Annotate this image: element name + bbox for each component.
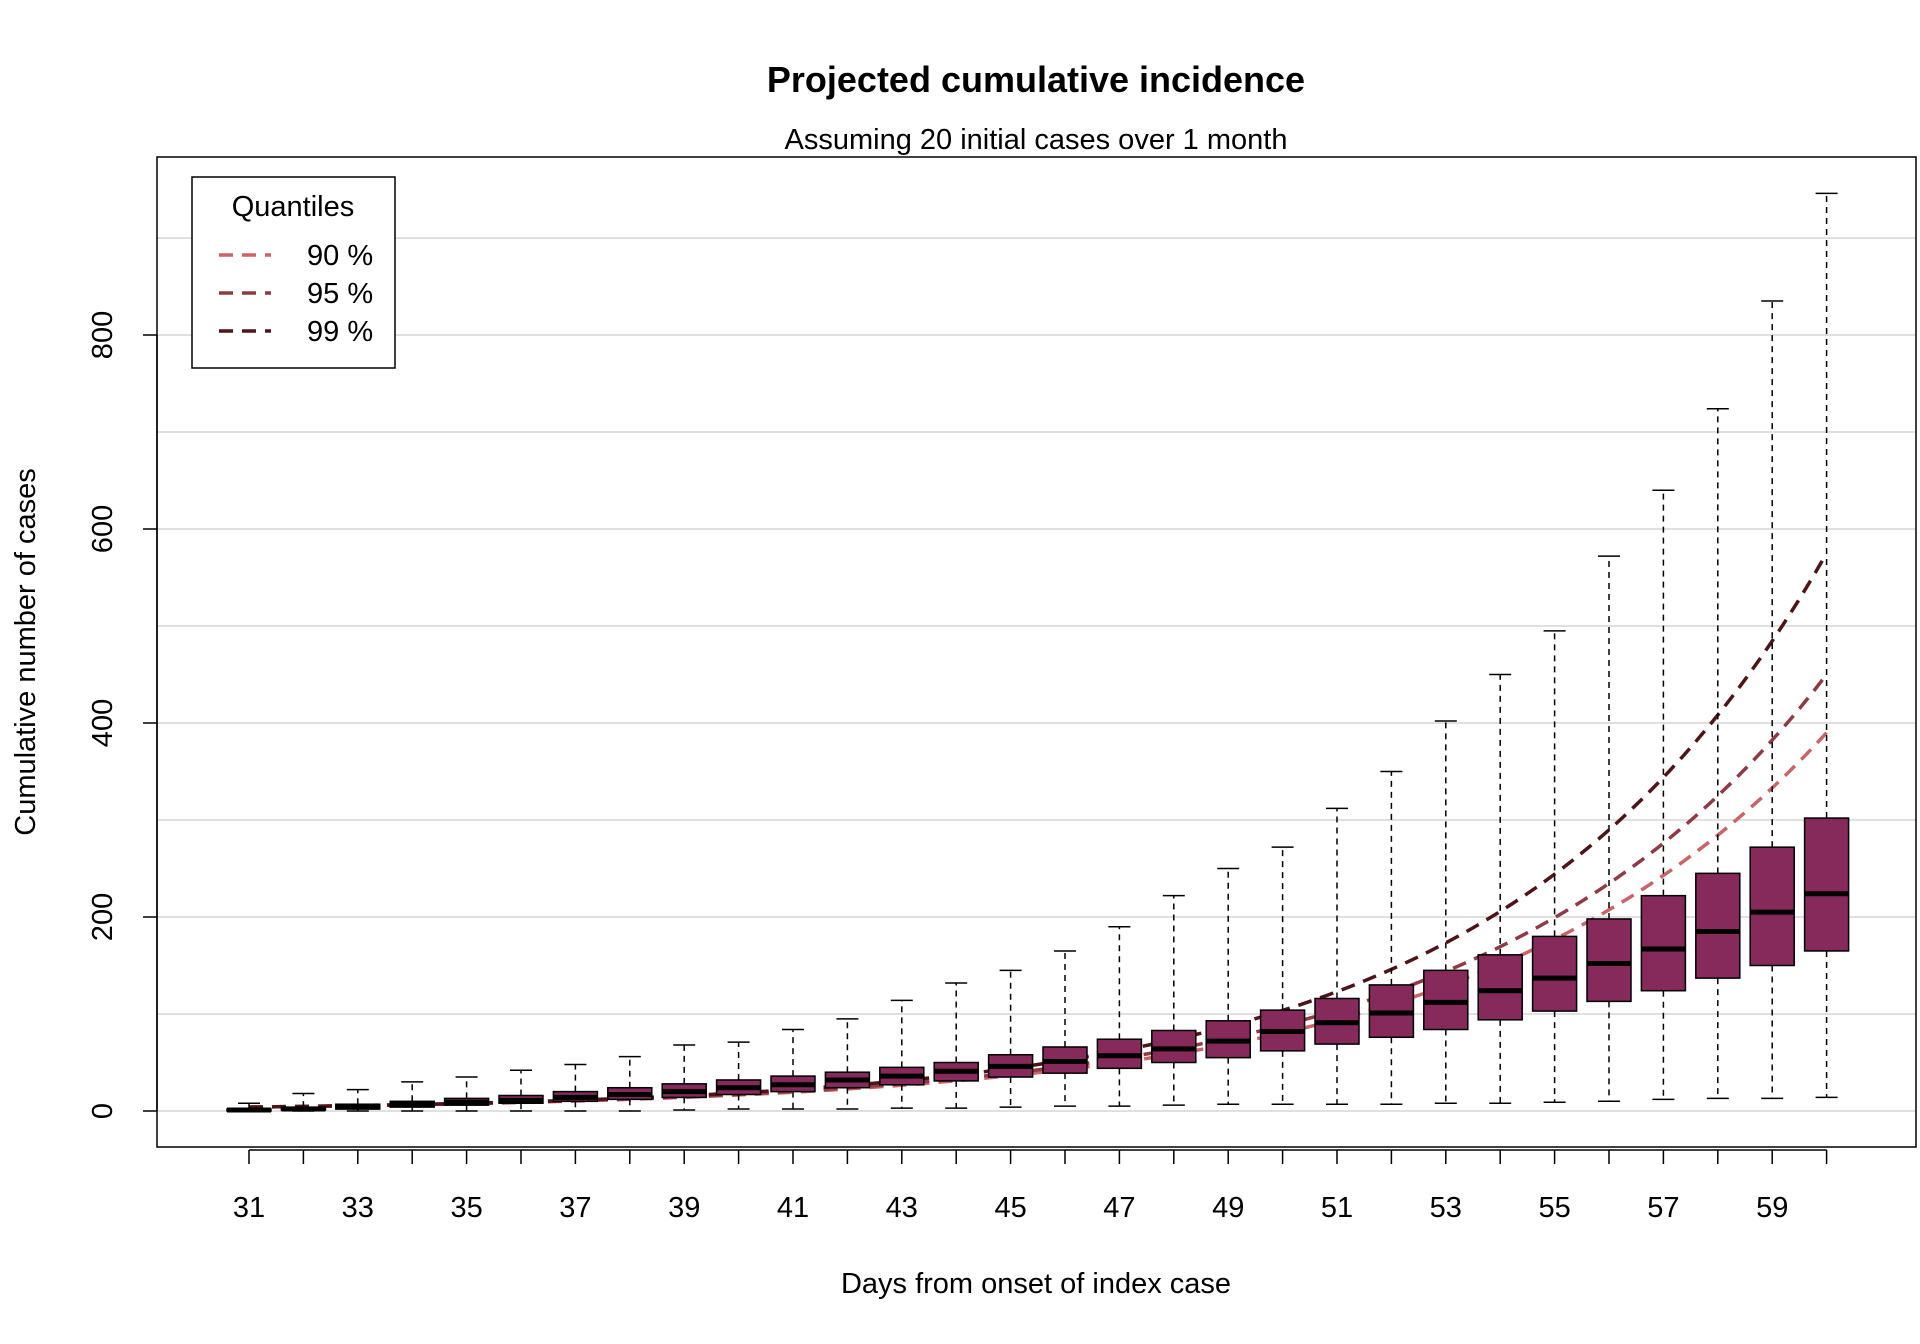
boxplot bbox=[824, 1018, 871, 1110]
box bbox=[1640, 894, 1687, 992]
plot-frame bbox=[156, 156, 1917, 1148]
x-axis: 31 33 35 37 39 41 43 45 47 49 51 53 55 57 59 bbox=[233, 1149, 1828, 1224]
x-tick-label: 43 bbox=[886, 1192, 918, 1224]
legend-label: 95 % bbox=[307, 278, 373, 310]
chart-subtitle: Assuming 20 initial cases over 1 month bbox=[785, 124, 1288, 156]
gridlines bbox=[157, 237, 1916, 1112]
y-tick-label: 800 bbox=[87, 311, 119, 359]
x-tick-label: 41 bbox=[777, 1192, 809, 1224]
y-axis: 0 200 400 600 800 bbox=[87, 311, 158, 1119]
boxplot bbox=[607, 1055, 653, 1112]
legend: Quantiles 90 % 95 % 99 % bbox=[191, 176, 396, 369]
legend-title: Quantiles bbox=[232, 191, 355, 223]
box bbox=[1749, 846, 1795, 967]
boxplot bbox=[661, 1044, 707, 1111]
boxplot bbox=[335, 1088, 381, 1112]
boxplot bbox=[1259, 846, 1306, 1105]
boxplot bbox=[987, 969, 1034, 1108]
quantile-line bbox=[248, 552, 1829, 1109]
x-tick-label: 57 bbox=[1647, 1192, 1679, 1224]
boxplot bbox=[1640, 489, 1687, 1101]
x-tick-label: 47 bbox=[1103, 1192, 1135, 1224]
x-tick-label: 45 bbox=[994, 1192, 1026, 1224]
boxplot bbox=[933, 982, 979, 1109]
boxplot bbox=[1695, 407, 1741, 1100]
boxplot bbox=[1205, 867, 1251, 1105]
x-tick-label: 59 bbox=[1756, 1192, 1788, 1224]
box bbox=[1586, 918, 1632, 1003]
y-tick-label: 400 bbox=[87, 699, 119, 747]
box bbox=[1477, 954, 1523, 1021]
y-tick-label: 200 bbox=[87, 893, 119, 941]
boxplot bbox=[1803, 192, 1850, 1099]
boxplot bbox=[1531, 630, 1578, 1104]
boxplot bbox=[280, 1092, 327, 1112]
boxplot bbox=[498, 1069, 544, 1112]
boxplot bbox=[1151, 894, 1197, 1106]
boxplot bbox=[1314, 807, 1360, 1105]
box bbox=[1695, 872, 1741, 979]
boxplot bbox=[1586, 555, 1632, 1103]
boxplot bbox=[1477, 673, 1523, 1104]
quantile-lines bbox=[248, 552, 1829, 1109]
x-tick-label: 35 bbox=[450, 1192, 482, 1224]
boxplot bbox=[1096, 925, 1143, 1107]
boxplot bbox=[226, 1102, 272, 1113]
legend-label: 90 % bbox=[307, 240, 373, 272]
x-axis-label: Days from onset of index case bbox=[841, 1268, 1231, 1300]
y-axis-label: Cumulative number of cases bbox=[10, 468, 42, 836]
y-tick-label: 600 bbox=[87, 505, 119, 553]
x-tick-label: 33 bbox=[342, 1192, 374, 1224]
boxplot bbox=[1042, 950, 1088, 1107]
x-tick-label: 51 bbox=[1321, 1192, 1353, 1224]
x-tick-label: 37 bbox=[559, 1192, 591, 1224]
x-tick-label: 49 bbox=[1212, 1192, 1244, 1224]
boxplot bbox=[1368, 770, 1415, 1105]
boxplot bbox=[1423, 720, 1469, 1104]
boxplot bbox=[552, 1063, 599, 1112]
boxplot bbox=[715, 1041, 762, 1110]
boxplot bbox=[879, 999, 925, 1109]
boxplot bbox=[389, 1081, 435, 1112]
y-tick-label: 0 bbox=[87, 1103, 119, 1119]
legend-label: 99 % bbox=[307, 316, 373, 348]
chart-title: Projected cumulative incidence bbox=[767, 59, 1305, 100]
x-tick-label: 55 bbox=[1538, 1192, 1570, 1224]
x-tick-label: 53 bbox=[1430, 1192, 1462, 1224]
legend-box bbox=[191, 176, 396, 369]
x-tick-label: 39 bbox=[668, 1192, 700, 1224]
x-tick-label: 31 bbox=[233, 1192, 265, 1224]
boxplot bbox=[770, 1028, 816, 1110]
quantile-line bbox=[248, 673, 1828, 1109]
box bbox=[1531, 935, 1578, 1012]
boxplot bbox=[443, 1076, 490, 1112]
box bbox=[1803, 817, 1850, 952]
boxplots bbox=[226, 192, 1850, 1113]
boxplot bbox=[1749, 300, 1795, 1100]
